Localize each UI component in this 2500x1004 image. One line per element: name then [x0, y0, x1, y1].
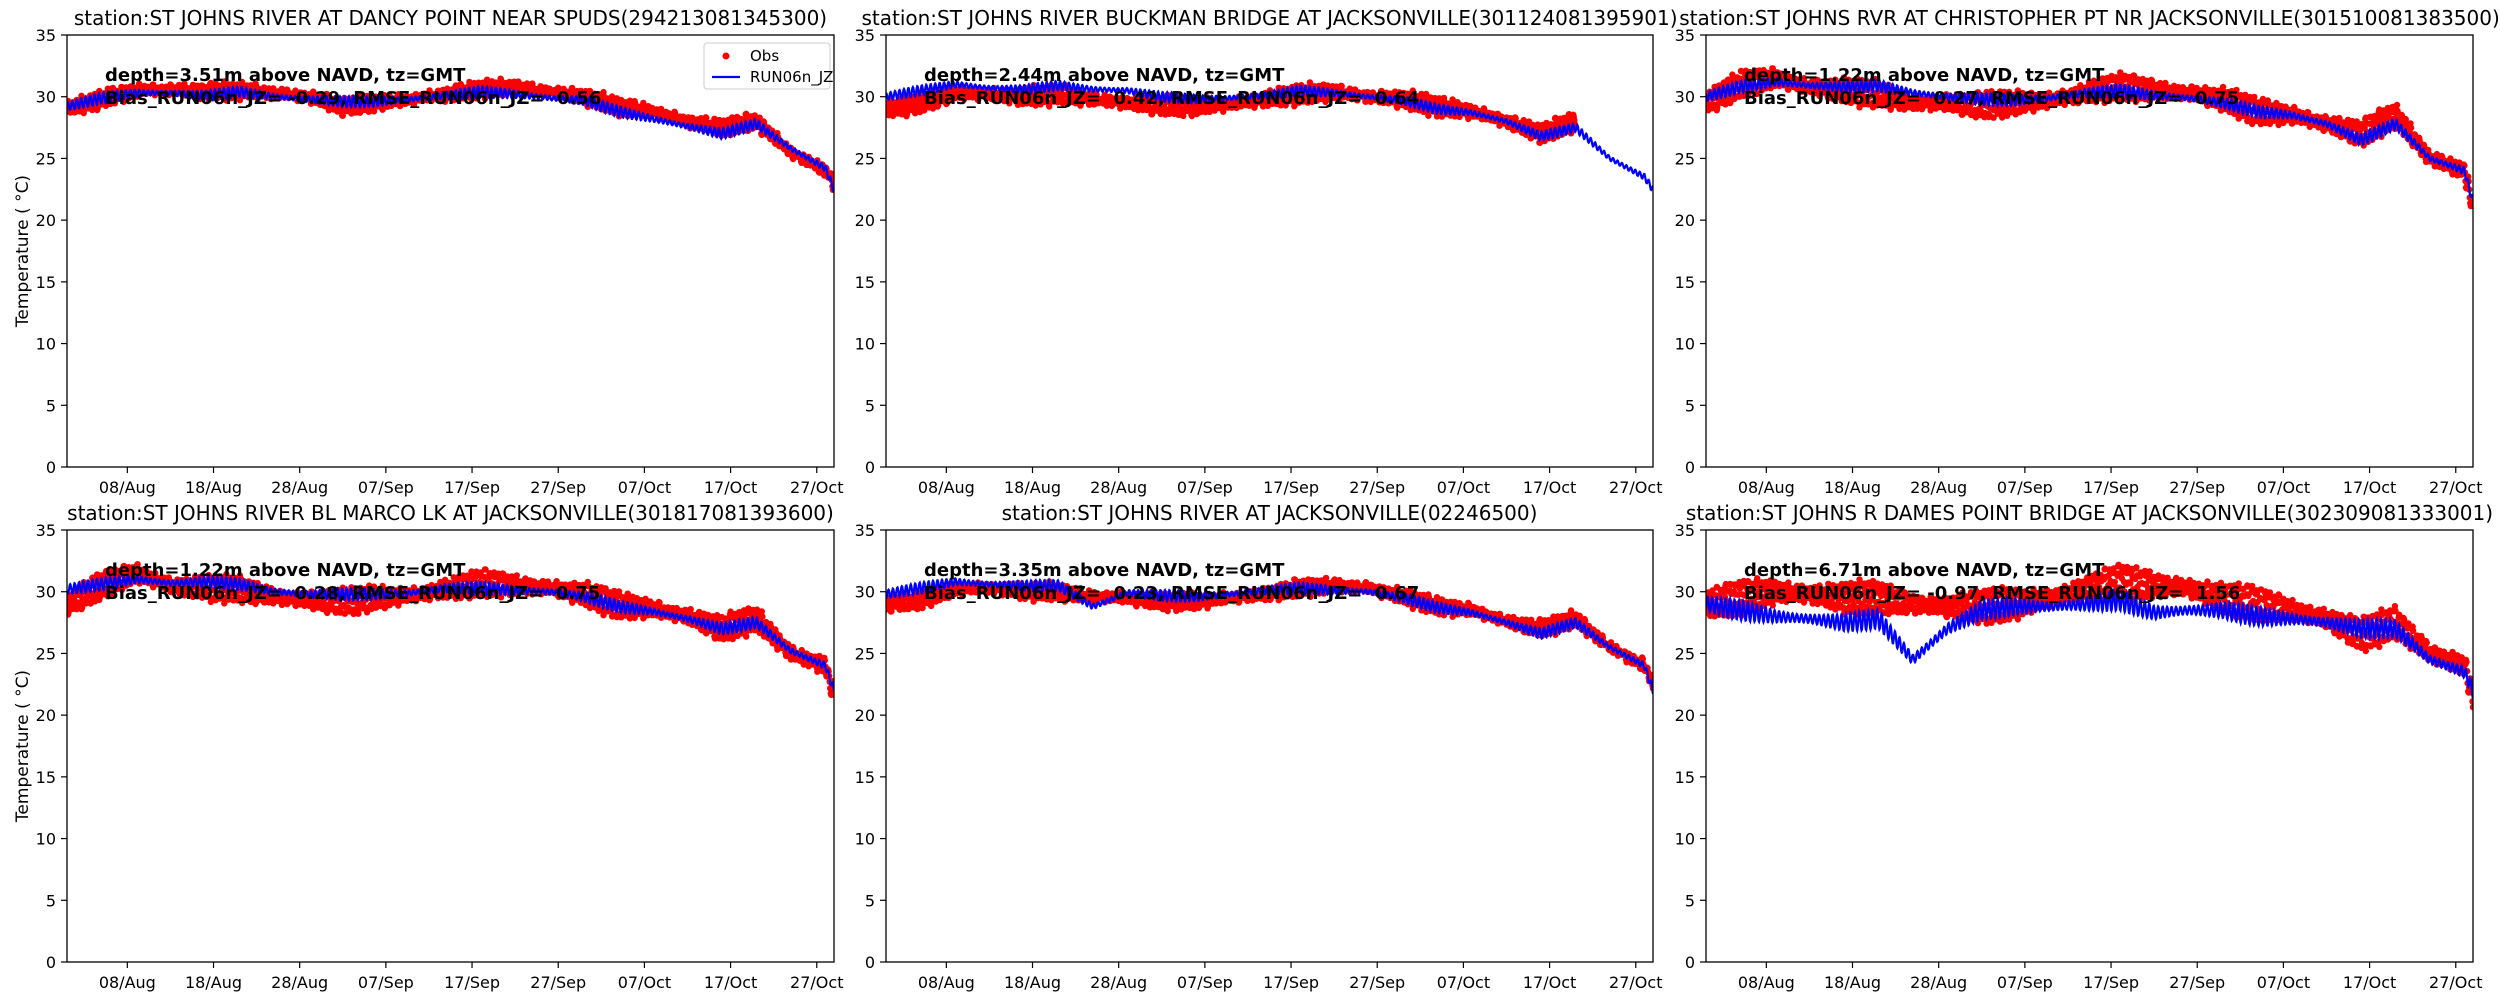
x-tick-label: 28/Aug [1910, 478, 1967, 497]
x-tick-label: 07/Sep [1177, 478, 1233, 497]
depth-annotation: depth=1.22m above NAVD, tz=GMT [1744, 65, 2105, 86]
depth-annotation: depth=3.51m above NAVD, tz=GMT [105, 65, 466, 86]
legend-model-label: RUN06n_JZ [750, 68, 833, 87]
x-tick-label: 07/Sep [358, 478, 414, 497]
x-tick-label: 27/Oct [790, 478, 843, 497]
y-tick-label: 25 [1675, 149, 1695, 168]
y-tick-label: 30 [36, 88, 56, 107]
depth-annotation: depth=2.44m above NAVD, tz=GMT [924, 65, 1285, 86]
x-tick-label: 17/Sep [2083, 478, 2139, 497]
y-tick-label: 30 [855, 88, 875, 107]
x-tick-label: 17/Sep [444, 478, 500, 497]
x-tick-label: 17/Oct [704, 478, 757, 497]
legend-obs-marker [723, 53, 730, 60]
y-tick-label: 10 [36, 335, 56, 354]
y-tick-label: 20 [855, 211, 875, 230]
legend: Obs RUN06n_JZ [704, 43, 833, 89]
y-tick-label: 30 [1675, 88, 1695, 107]
y-axis-label: Temperature ( °C) [13, 175, 33, 328]
subplot-title: station:ST JOHNS RIVER BUCKMAN BRIDGE AT… [861, 6, 1677, 30]
stats-annotation: Bias_RUN06n_JZ= 0.27, RMSE_RUN06n_JZ= 0.… [1744, 88, 2239, 109]
subplot-title: station:ST JOHNS RIVER AT DANCY POINT NE… [74, 6, 827, 30]
legend-obs-label: Obs [750, 47, 779, 65]
x-tick-label: 17/Oct [2343, 478, 2396, 497]
y-tick-label: 10 [1675, 335, 1695, 354]
x-tick-label: 28/Aug [271, 478, 328, 497]
plot-area [1703, 65, 2476, 209]
x-tick-label: 27/Sep [2169, 478, 2225, 497]
x-tick-label: 27/Sep [1349, 478, 1405, 497]
y-tick-label: 20 [1675, 211, 1695, 230]
x-tick-label: 08/Aug [99, 478, 156, 497]
x-tick-label: 07/Sep [1997, 478, 2053, 497]
plot-area [64, 561, 837, 698]
x-tick-label: 18/Aug [1004, 478, 1061, 497]
subplot-1: 0 5 10 15 20 25 30 35 08/Aug 18/Aug 28/Aug 07/Sep 17… [13, 6, 843, 497]
y-tick-label: 0 [865, 458, 875, 477]
subplot-title: station:ST JOHNS RVR AT CHRISTOPHER PT N… [1679, 6, 2500, 30]
stats-annotation: Bias_RUN06n_JZ= -0.29, RMSE_RUN06n_JZ= 0… [105, 88, 601, 109]
y-tick-label: 0 [46, 458, 56, 477]
x-tick-label: 08/Aug [918, 478, 975, 497]
y-tick-label: 35 [36, 26, 56, 45]
obs-point [355, 611, 361, 617]
x-tick-label: 27/Oct [1609, 478, 1662, 497]
x-tick-label: 18/Aug [1824, 478, 1881, 497]
y-tick-label: 10 [855, 335, 875, 354]
x-tick-label: 17/Oct [1523, 478, 1576, 497]
obs-point [2394, 102, 2400, 108]
y-tick-label: 25 [855, 149, 875, 168]
x-tick-label: 07/Oct [618, 478, 671, 497]
y-tick-label: 5 [46, 396, 56, 415]
x-tick-label: 17/Sep [1263, 478, 1319, 497]
x-tick-label: 27/Oct [2429, 478, 2482, 497]
obs-point [2408, 125, 2414, 131]
x-tick-label: 08/Aug [1738, 478, 1795, 497]
y-tick-label: 25 [36, 149, 56, 168]
y-tick-label: 5 [865, 396, 875, 415]
x-tick-label: 28/Aug [1090, 478, 1147, 497]
stats-annotation: Bias_RUN06n_JZ= 0.42, RMSE_RUN06n_JZ= 0.… [924, 88, 1419, 109]
y-tick-label: 15 [855, 273, 875, 292]
x-tick-label: 07/Oct [2257, 478, 2310, 497]
x-tick-label: 18/Aug [185, 478, 242, 497]
obs-point [1180, 113, 1186, 119]
y-tick-label: 5 [1685, 396, 1695, 415]
y-tick-label: 15 [1675, 273, 1695, 292]
x-tick-label: 27/Sep [530, 478, 586, 497]
x-tick-label: 07/Oct [1437, 478, 1490, 497]
y-tick-label: 0 [1685, 458, 1695, 477]
y-tick-label: 15 [36, 273, 56, 292]
y-tick-label: 20 [36, 211, 56, 230]
